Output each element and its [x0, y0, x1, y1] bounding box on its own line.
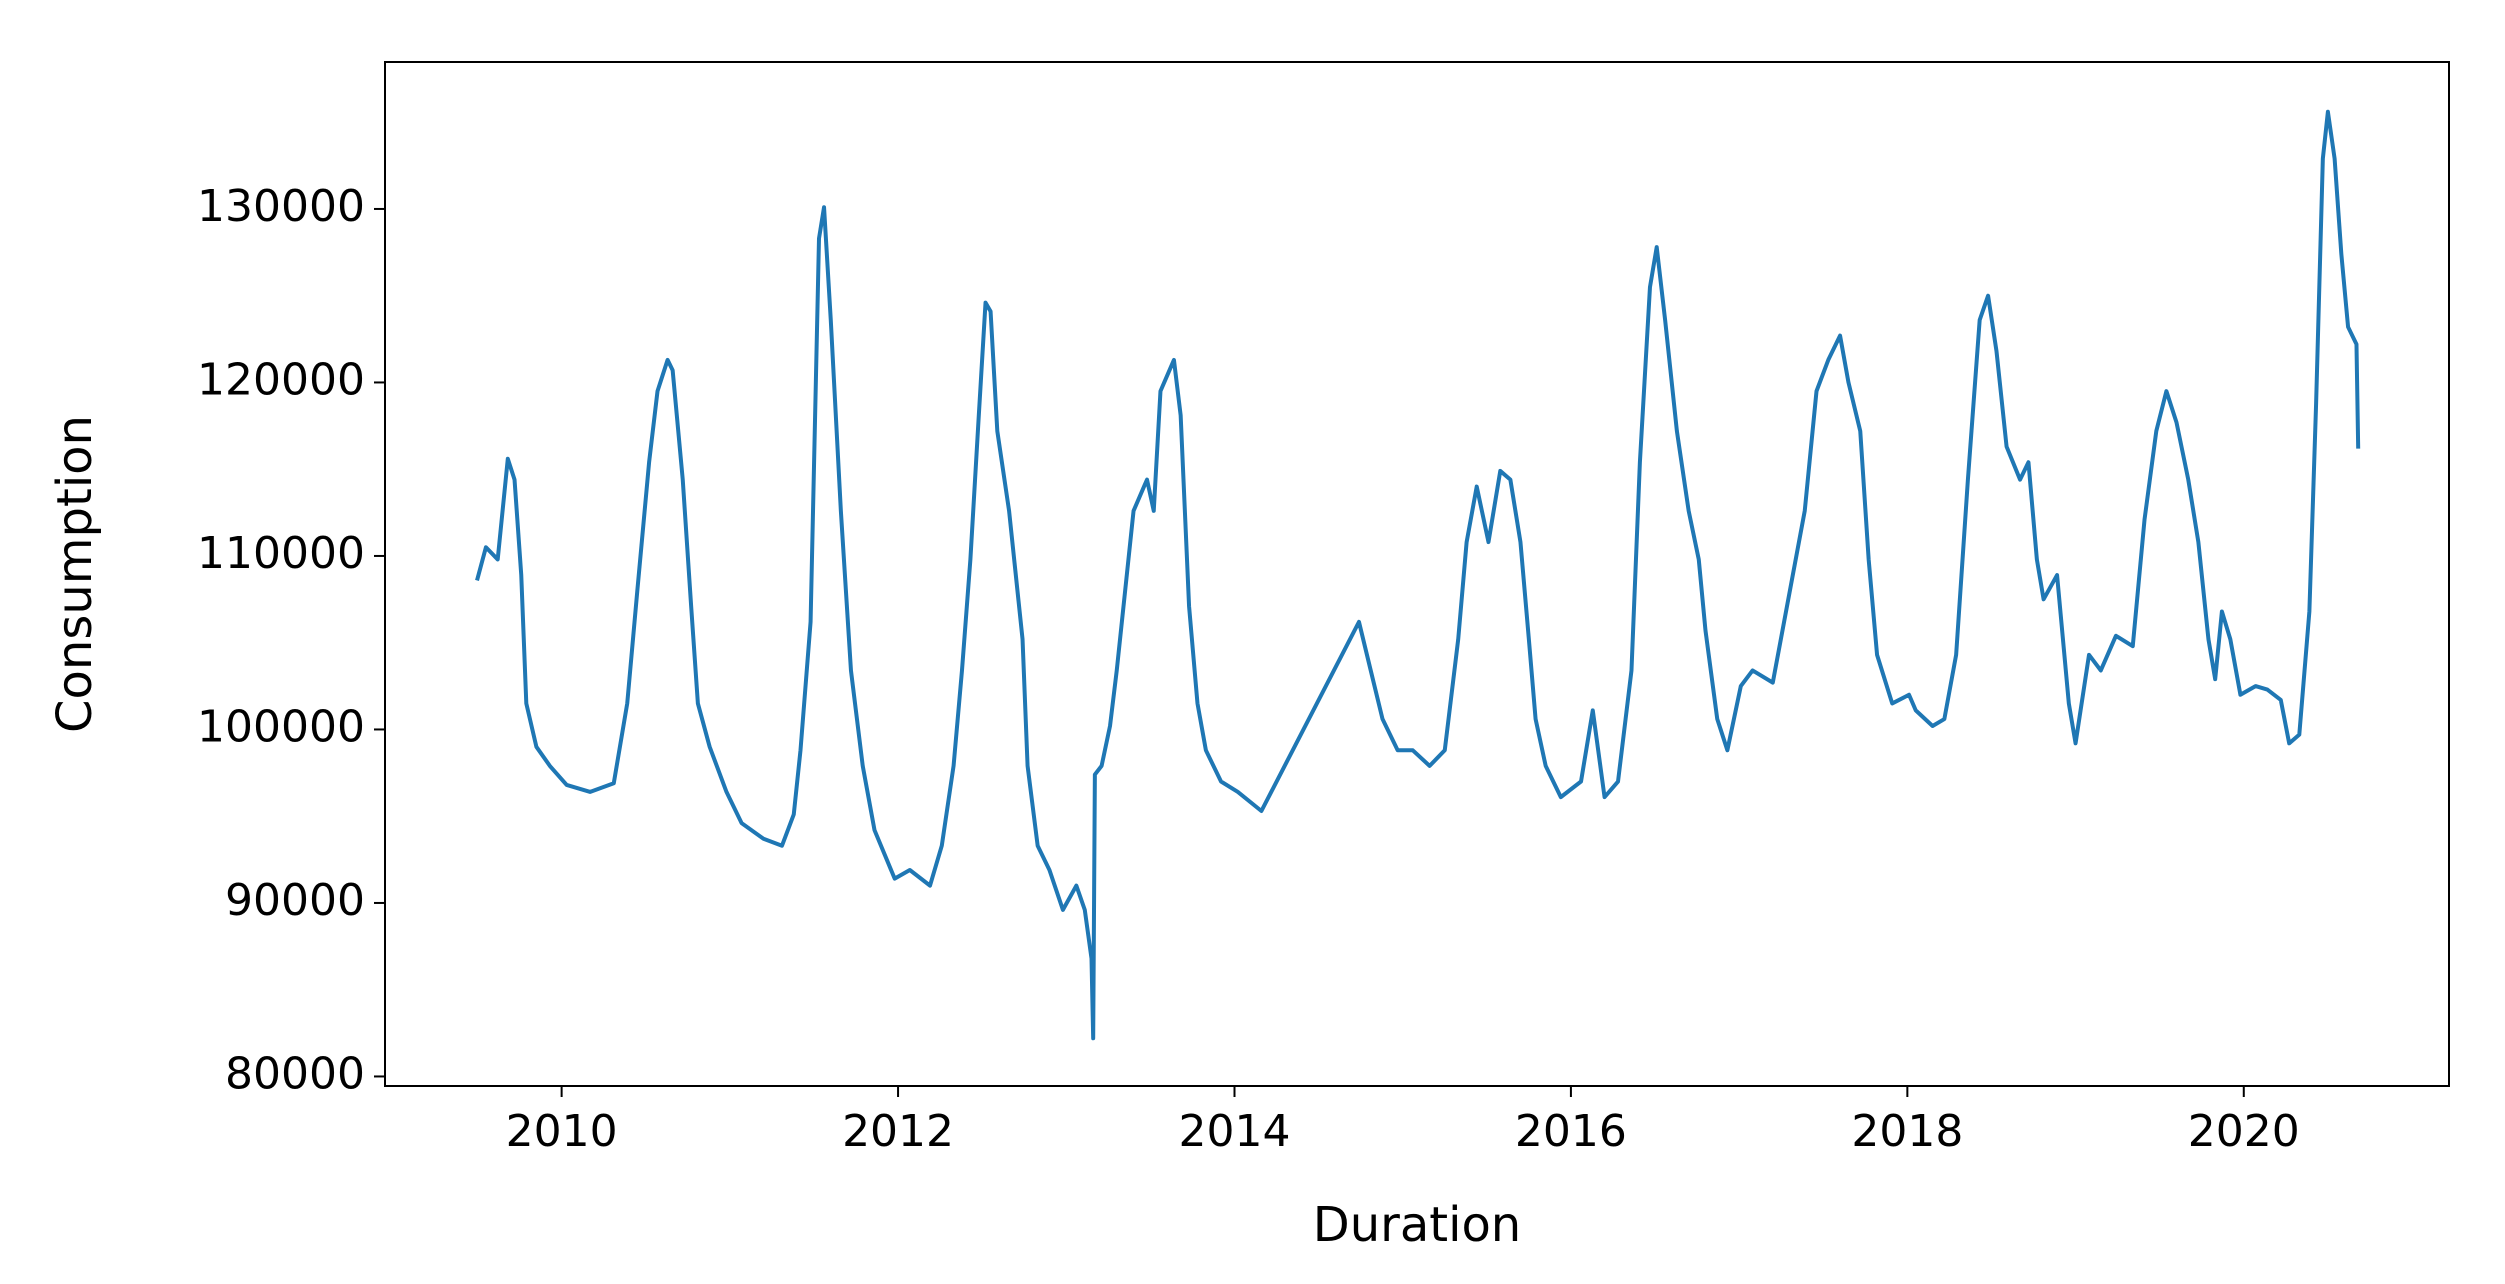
x-tick-label: 2014	[1178, 1106, 1290, 1157]
data-line	[475, 109, 2361, 1041]
plot-frame	[384, 61, 2450, 1087]
y-tick-label: 110000	[197, 528, 365, 579]
y-axis-title: Consumption	[47, 415, 103, 733]
x-tick-label: 2018	[1851, 1106, 1963, 1157]
y-tick-label: 80000	[225, 1048, 365, 1099]
y-tick-label: 90000	[225, 875, 365, 926]
y-tick-label: 130000	[197, 181, 365, 232]
x-tick-label: 2012	[842, 1106, 954, 1157]
y-tick-label: 120000	[197, 354, 365, 405]
y-tick-label: 100000	[197, 701, 365, 752]
x-tick-label: 2016	[1515, 1106, 1627, 1157]
x-tick-label: 2010	[506, 1106, 618, 1157]
x-axis-title: Duration	[1313, 1197, 1521, 1253]
x-tick-label: 2020	[2188, 1106, 2300, 1157]
